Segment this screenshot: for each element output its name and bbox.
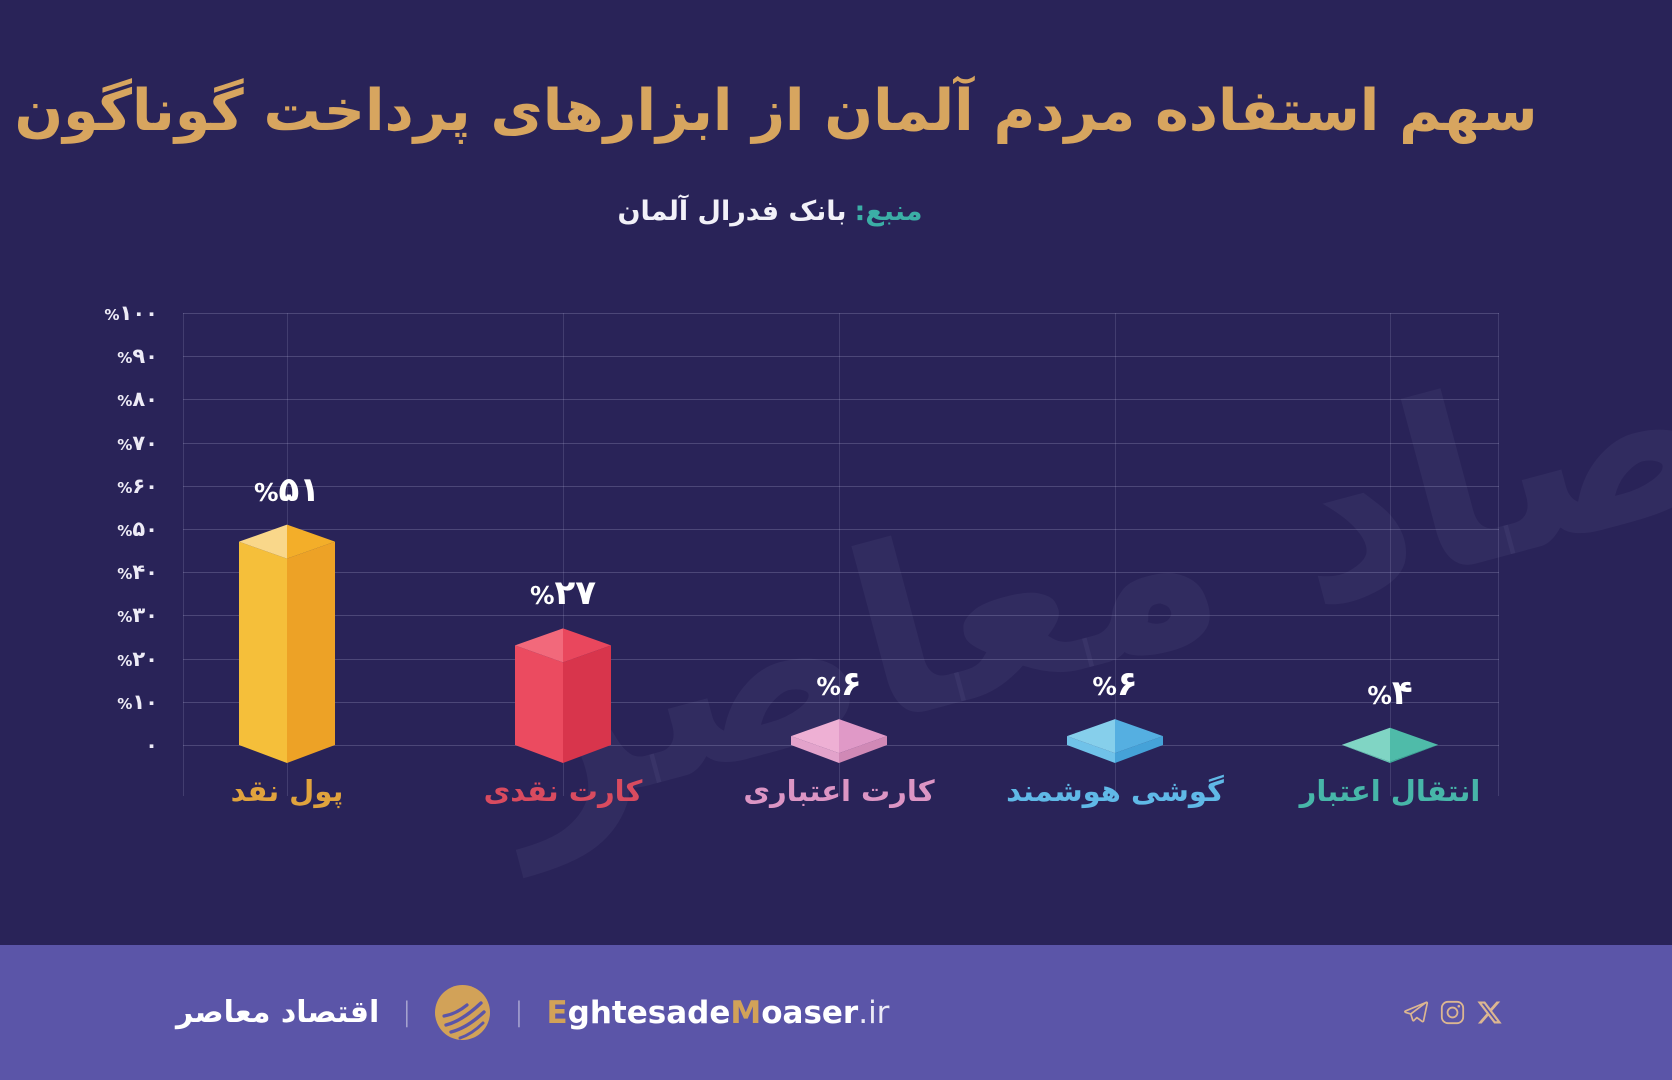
y-tick-label: %۳۰ bbox=[117, 603, 158, 627]
bar-2-left-face bbox=[791, 736, 839, 763]
bar-4-left-face bbox=[1342, 744, 1390, 763]
footer-divider: | bbox=[402, 997, 412, 1028]
category-label: انتقال اعتبار bbox=[1299, 774, 1481, 808]
footer-divider: | bbox=[514, 997, 524, 1028]
bar-2-right-face bbox=[839, 736, 887, 763]
bar-value-label: %۴ bbox=[1367, 672, 1413, 713]
bar-3-right-face bbox=[1115, 736, 1163, 763]
bar-value-label: %۶ bbox=[1092, 664, 1138, 705]
category-label: پول نقد bbox=[230, 774, 344, 808]
telegram-icon[interactable] bbox=[1402, 999, 1429, 1026]
x-icon[interactable] bbox=[1476, 999, 1503, 1026]
source-value: بانک فدرال آلمان bbox=[617, 196, 847, 227]
y-tick-label: %۷۰ bbox=[117, 431, 158, 455]
bar-value-label: %۲۷ bbox=[529, 573, 597, 614]
y-tick-label: ۰ bbox=[145, 733, 158, 757]
category-label: کارت نقدی bbox=[483, 774, 643, 808]
bars-layer bbox=[239, 524, 1438, 763]
bar-4-top-left bbox=[1342, 727, 1390, 762]
footer-brand-group: اقتصاد معاصر | | EghtesadeMoaser.ir bbox=[176, 984, 889, 1041]
social-icons bbox=[1402, 999, 1503, 1026]
y-axis: %۱۰۰ %۹۰ %۸۰ %۷۰ %۶۰ %۵۰ %۴۰ %۳۰ %۲۰ %۱۰ ۰ bbox=[0, 301, 158, 796]
bar-3-top-left bbox=[1067, 719, 1115, 754]
y-tick-label: %۸۰ bbox=[117, 387, 158, 411]
y-tick-label: %۱۰ bbox=[117, 690, 158, 714]
bar-1-right-face bbox=[563, 645, 611, 763]
y-tick-label: %۲۰ bbox=[117, 647, 158, 671]
bar-0-top-right bbox=[287, 524, 335, 559]
category-label: گوشی هوشمند bbox=[1006, 774, 1224, 808]
bar-3-left-face bbox=[1067, 736, 1115, 763]
bar-0-top-left bbox=[239, 524, 287, 559]
bar-value-label: %۶ bbox=[816, 664, 862, 705]
bar-4-right-face bbox=[1390, 744, 1438, 763]
y-tick-label: %۶۰ bbox=[117, 474, 158, 498]
bar-3-top-right bbox=[1115, 719, 1163, 754]
source-label: منبع: bbox=[854, 196, 923, 227]
y-tick-label: %۹۰ bbox=[117, 344, 158, 368]
y-tick-label: %۱۰۰ bbox=[104, 301, 158, 325]
bar-2-top-left bbox=[791, 719, 839, 754]
bar-1-left-face bbox=[515, 645, 563, 763]
bar-2-top-right bbox=[839, 719, 887, 754]
y-tick-label: %۴۰ bbox=[117, 560, 158, 584]
page-title: سهم استفاده مردم آلمان از ابزارهای پرداخ… bbox=[14, 78, 1538, 144]
bar-1-top-left bbox=[515, 628, 563, 663]
bar-0-right-face bbox=[287, 541, 335, 763]
bar-1-top-right bbox=[563, 628, 611, 663]
instagram-icon[interactable] bbox=[1439, 999, 1466, 1026]
bar-value-label: %۵۱ bbox=[253, 469, 321, 510]
website-url[interactable]: EghtesadeMoaser.ir bbox=[546, 994, 890, 1031]
y-tick-label: %۵۰ bbox=[117, 517, 158, 541]
footer-bar: اقتصاد معاصر | | EghtesadeMoaser.ir bbox=[0, 945, 1672, 1080]
brand-name-persian: اقتصاد معاصر bbox=[176, 995, 380, 1030]
brand-logo-icon bbox=[434, 984, 491, 1041]
plot-area: %۵۱ پول نقد %۲۷ کارت نقدی %۶ کارت اعتباری %۶ گو… bbox=[183, 313, 1499, 808]
category-label: کارت اعتباری bbox=[743, 774, 935, 808]
source-line: منبع:بانک فدرال آلمان bbox=[0, 196, 1540, 227]
bar-0-left-face bbox=[239, 541, 287, 763]
bar-4-top-right bbox=[1390, 727, 1438, 762]
